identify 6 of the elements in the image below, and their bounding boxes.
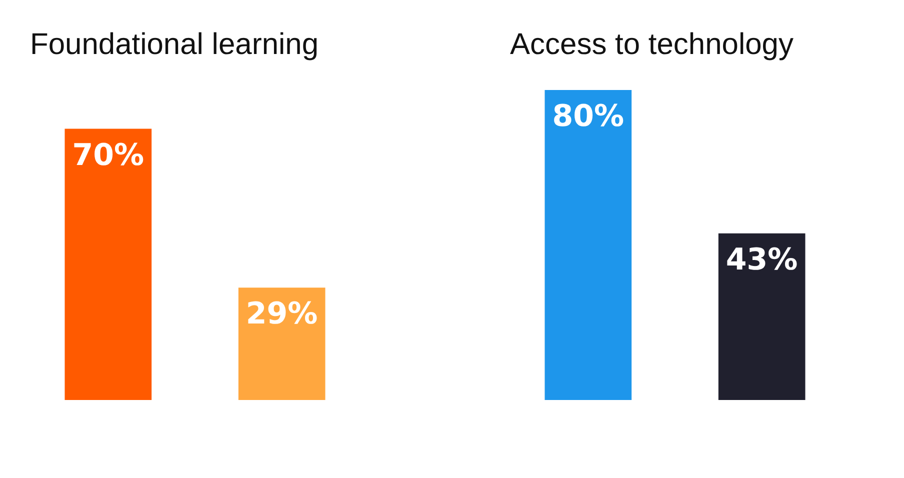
- data-label: 80%: [552, 99, 624, 134]
- data-label: 43%: [726, 242, 798, 278]
- data-label: 70%: [72, 138, 144, 173]
- data-label: 29%: [246, 296, 318, 332]
- chart-title: Foundational learning: [30, 28, 319, 61]
- chart-title: Access to technology: [510, 28, 794, 61]
